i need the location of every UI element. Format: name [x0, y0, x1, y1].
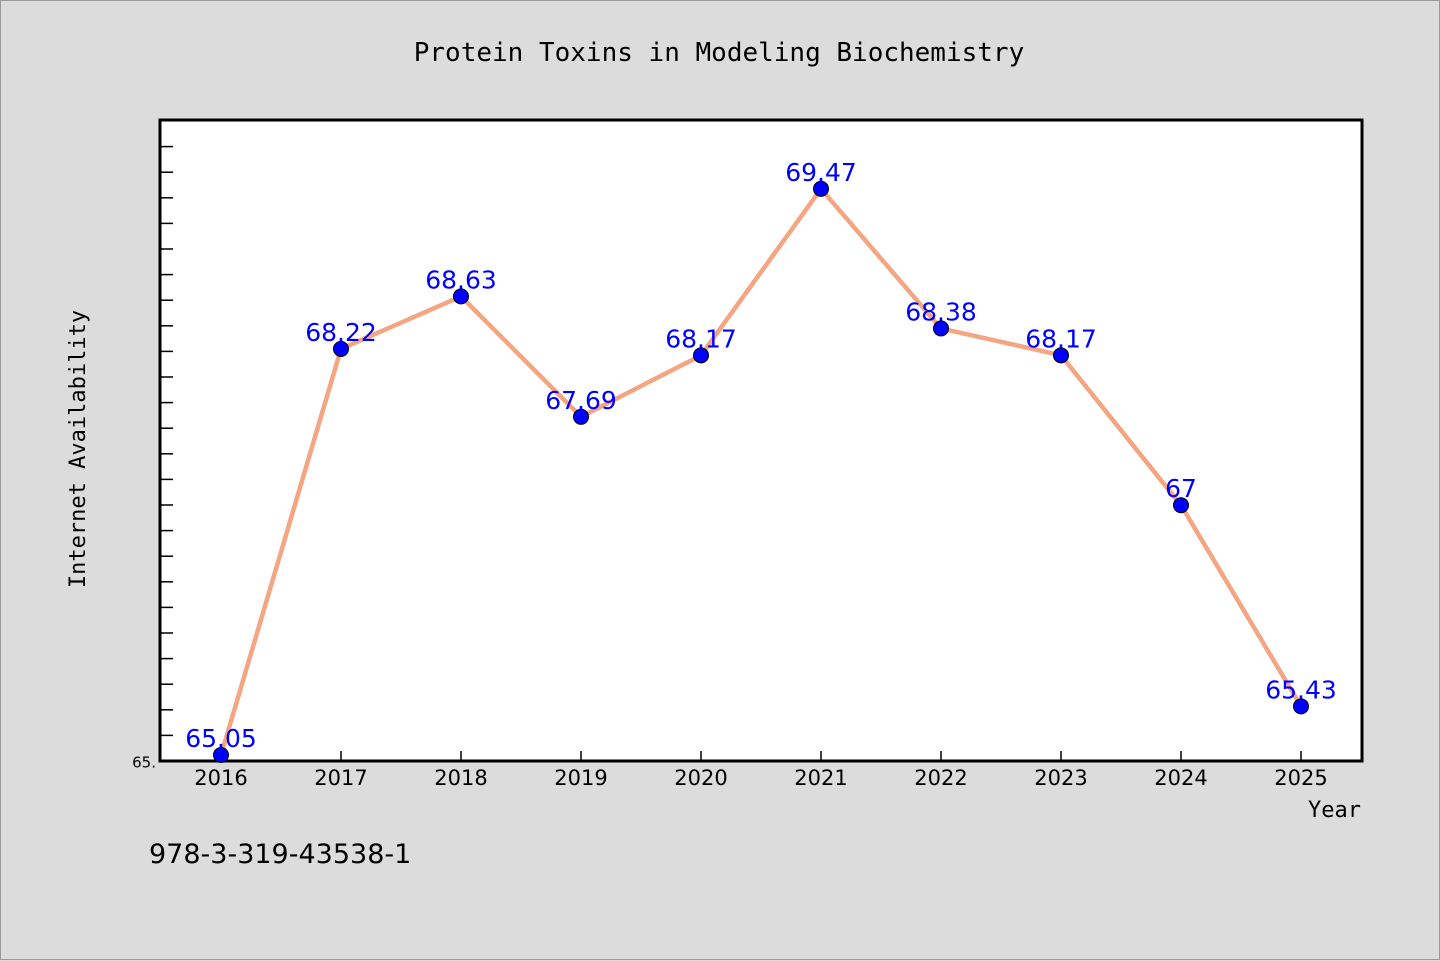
data-label: 68.17 — [1025, 324, 1097, 353]
x-tick-label: 2021 — [794, 766, 847, 790]
data-point — [453, 288, 469, 305]
data-label: 65.43 — [1265, 675, 1337, 704]
data-label: 68.22 — [305, 318, 377, 347]
data-label: 65.05 — [185, 724, 257, 753]
x-axis-ticks: 2016 2017 2018 2019 2020 2021 2022 2023 2024 2025 — [194, 751, 1328, 790]
x-tick-label: 2023 — [1034, 766, 1087, 790]
data-point — [333, 340, 349, 357]
data-label: 68.17 — [665, 324, 737, 353]
data-point — [573, 408, 589, 425]
data-point — [1293, 698, 1309, 715]
series-line-group — [218, 186, 1303, 756]
x-tick-label: 2024 — [1154, 766, 1207, 790]
x-tick-label: 2016 — [194, 766, 247, 790]
x-tick-label: 2020 — [674, 766, 727, 790]
x-tick-label: 2018 — [434, 766, 487, 790]
data-label: 67 — [1165, 474, 1197, 503]
data-label: 69.47 — [785, 158, 857, 187]
x-tick-label: 2025 — [1274, 766, 1327, 790]
x-axis-label: Year — [1308, 798, 1361, 823]
x-tick-label: 2019 — [554, 766, 607, 790]
data-point — [1173, 497, 1189, 514]
x-tick-label: 2017 — [314, 766, 367, 790]
y-axis-label: Internet Availability — [66, 310, 91, 588]
data-point — [813, 180, 829, 197]
data-labels-group: 65.05 68.22 68.63 67.69 68.17 69.47 68.38 68.17… — [185, 158, 1337, 753]
x-tick-label: 2022 — [914, 766, 967, 790]
plot-area — [158, 118, 1364, 763]
data-point — [693, 347, 709, 364]
series-line — [218, 186, 1303, 756]
chart-title: Protein Toxins in Modeling Biochemistry — [414, 38, 1024, 68]
y-tick-label: 65. — [132, 753, 156, 771]
data-label: 68.38 — [905, 297, 977, 326]
data-point — [933, 320, 949, 337]
data-point — [1053, 347, 1069, 364]
data-label: 67.69 — [545, 386, 617, 415]
data-label: 68.63 — [425, 265, 497, 294]
y-axis-ticks: 65. — [132, 145, 173, 771]
data-point — [213, 746, 229, 763]
markers-group — [213, 180, 1309, 763]
footer-identifier: 978-3-319-43538-1 — [149, 839, 411, 870]
